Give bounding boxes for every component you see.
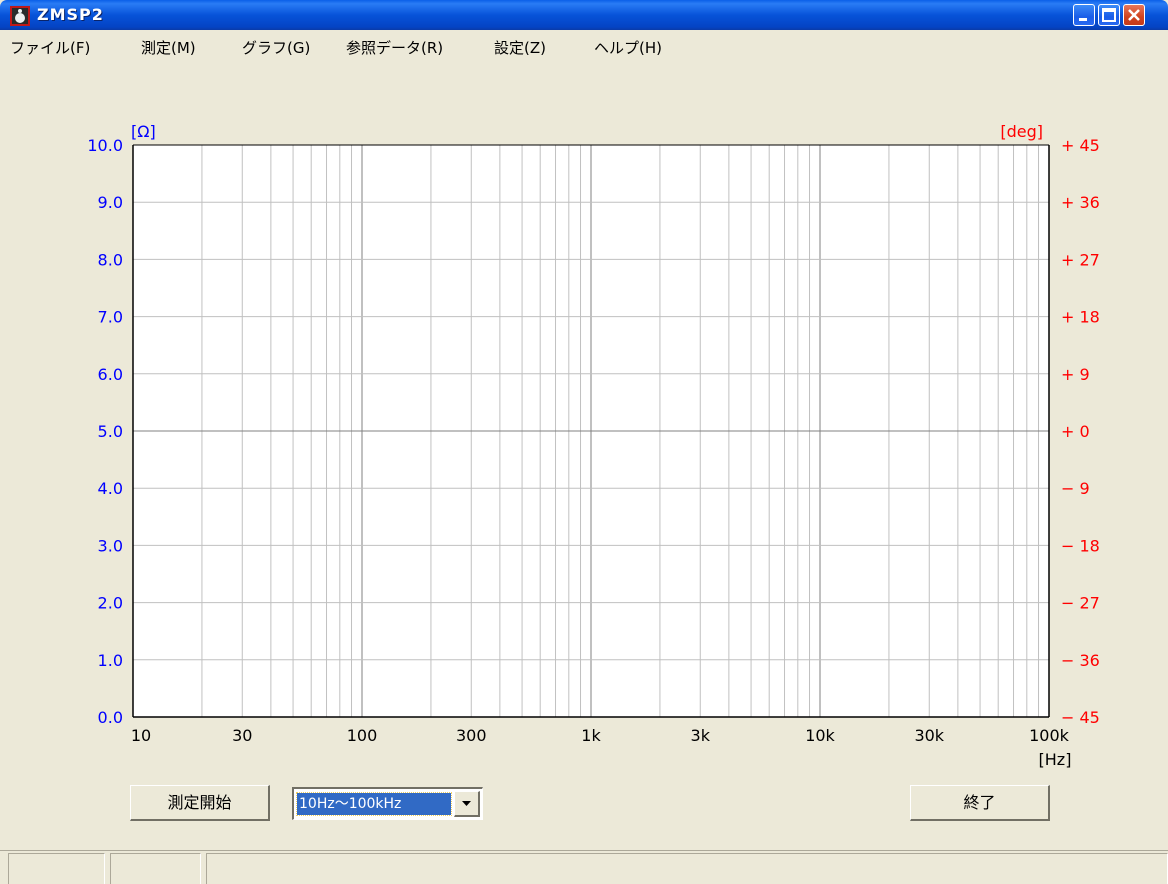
y-tick-label: 9.0 [98, 193, 123, 212]
app-icon [10, 6, 30, 26]
x-tick-label: 1k [581, 726, 601, 745]
y-tick-label: 7.0 [98, 308, 123, 327]
y-tick-label: 4.0 [98, 479, 123, 498]
impedance-chart: 0.0 1.0 2.0 3.0 4.0 5.0 6.0 7.0 8.0 9.0 10.0 − 45 − … [87, 122, 1100, 769]
menu-bar: ファイル(F) 測定(M) グラフ(G) 参照データ(R) 設定(Z) ヘルプ(… [0, 30, 1168, 60]
exit-button[interactable]: 終了 [910, 785, 1050, 821]
x-tick-label: 3k [691, 726, 711, 745]
y-tick-label: 3.0 [98, 536, 123, 555]
x-tick-label: 30 [232, 726, 252, 745]
status-pane [206, 853, 1168, 884]
frequency-range-value: 10Hz〜100kHz [296, 792, 452, 816]
menu-measure[interactable]: 測定(M) [141, 39, 196, 57]
status-bar [0, 850, 1168, 884]
y2-tick-label: + 18 [1061, 308, 1100, 327]
menu-reference-data[interactable]: 参照データ(R) [346, 39, 444, 57]
y2-axis-label: [deg] [1000, 122, 1043, 141]
x-axis-label: [Hz] [1039, 750, 1072, 769]
y2-tick-label: − 27 [1061, 594, 1100, 613]
title-bar[interactable]: ZMSP2 [0, 0, 1168, 30]
y-tick-label: 2.0 [98, 594, 123, 613]
close-icon [1128, 9, 1140, 21]
y2-tick-label: + 9 [1061, 365, 1090, 384]
chevron-down-icon [462, 801, 471, 806]
y-tick-label: 0.0 [98, 708, 123, 727]
x-tick-label: 10 [131, 726, 151, 745]
y2-tick-label: + 27 [1061, 250, 1100, 269]
close-button[interactable] [1123, 4, 1145, 26]
menu-help[interactable]: ヘルプ(H) [594, 39, 662, 57]
window-title: ZMSP2 [37, 5, 104, 24]
x-tick-label: 100k [1029, 726, 1070, 745]
y2-tick-label: + 0 [1061, 422, 1090, 441]
maximize-button[interactable] [1098, 4, 1120, 26]
y2-tick-label: + 45 [1061, 136, 1100, 155]
minimize-icon [1079, 18, 1087, 21]
menu-file[interactable]: ファイル(F) [10, 39, 91, 57]
start-measurement-button[interactable]: 測定開始 [130, 785, 270, 821]
y-tick-label: 5.0 [98, 422, 123, 441]
y2-tick-label: + 36 [1061, 193, 1100, 212]
y-tick-label: 8.0 [98, 250, 123, 269]
y2-tick-label: − 9 [1061, 479, 1090, 498]
y2-tick-label: − 45 [1061, 708, 1100, 727]
x-tick-label: 30k [914, 726, 944, 745]
dropdown-button[interactable] [454, 791, 480, 817]
y-tick-label: 1.0 [98, 651, 123, 670]
y2-tick-label: − 18 [1061, 536, 1100, 555]
y2-tick-label: − 36 [1061, 651, 1100, 670]
status-pane [8, 853, 105, 884]
x-tick-label: 10k [805, 726, 835, 745]
y-axis-label: [Ω] [131, 122, 156, 141]
x-tick-label: 300 [456, 726, 487, 745]
menu-graph[interactable]: グラフ(G) [242, 39, 311, 57]
x-tick-label: 100 [347, 726, 378, 745]
menu-settings[interactable]: 設定(Z) [494, 39, 546, 57]
status-pane [110, 853, 201, 884]
y-tick-label: 10.0 [87, 136, 123, 155]
minimize-button[interactable] [1073, 4, 1095, 26]
frequency-range-select[interactable]: 10Hz〜100kHz [292, 787, 483, 820]
y-tick-label: 6.0 [98, 365, 123, 384]
maximize-icon [1102, 8, 1116, 22]
